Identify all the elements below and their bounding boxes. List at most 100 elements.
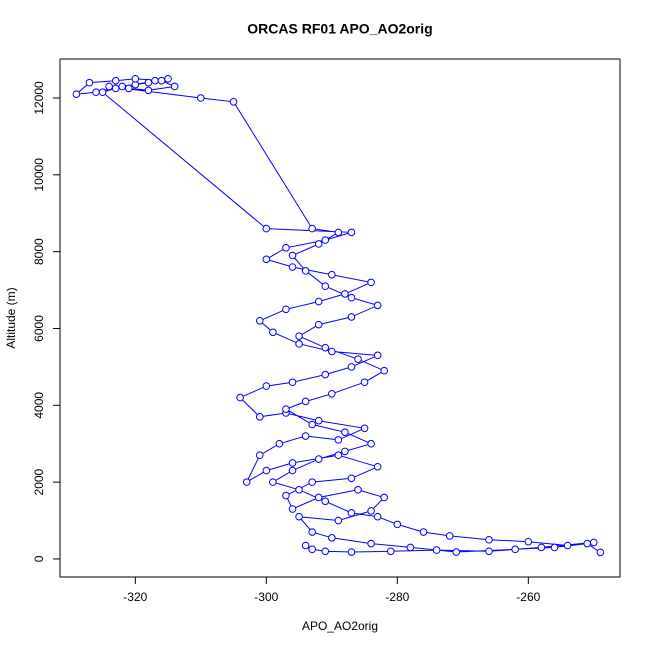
data-point (334, 516, 343, 525)
data-point (360, 378, 369, 387)
data-point (98, 88, 107, 97)
data-point (314, 493, 323, 502)
data-point (288, 505, 297, 513)
chart-title: ORCAS RF01 APO_AO2orig (247, 21, 432, 37)
data-point (282, 244, 290, 252)
data-point (262, 224, 271, 233)
data-point (314, 297, 323, 306)
data-point (334, 228, 343, 237)
data-point (308, 478, 316, 486)
data-point (118, 82, 127, 91)
data-point (288, 466, 297, 475)
data-point (295, 486, 303, 494)
data-point (301, 397, 310, 406)
data-point (373, 301, 382, 310)
data-point (308, 528, 316, 536)
data-point (550, 543, 559, 552)
data-point (269, 478, 277, 486)
data-point (282, 405, 290, 413)
data-point (301, 267, 310, 275)
data-point (157, 76, 166, 85)
data-point (367, 278, 375, 287)
data-point (295, 512, 303, 521)
data-point (341, 428, 349, 436)
data-point (328, 270, 336, 279)
data-point (229, 98, 238, 106)
data-point (373, 351, 382, 360)
data-point (583, 539, 592, 548)
y-tick-label: 10000 (32, 158, 46, 192)
data-point (334, 436, 343, 444)
data-point (288, 378, 297, 387)
data-point (432, 546, 441, 554)
data-point (92, 88, 100, 97)
data-point (347, 474, 356, 483)
data-point (314, 455, 323, 463)
y-tick-label: 2000 (32, 468, 46, 495)
data-point (524, 537, 533, 546)
data-point (288, 459, 297, 467)
data-line (74, 78, 601, 553)
data-point (347, 228, 356, 237)
data-point (255, 316, 264, 325)
data-point (347, 363, 356, 371)
data-point (321, 282, 330, 291)
data-point (341, 447, 349, 456)
data-point (347, 509, 356, 517)
x-tick-label: -260 (516, 590, 540, 604)
data-point (511, 545, 520, 554)
data-point (563, 541, 572, 550)
plot-box (59, 58, 621, 578)
data-point (131, 74, 140, 83)
data-point (347, 548, 356, 556)
data-point (367, 539, 375, 548)
x-axis-label: APO_AO2orig (302, 619, 378, 633)
data-point (255, 413, 264, 421)
data-point (321, 236, 330, 244)
data-point (144, 86, 153, 95)
data-point (262, 382, 271, 390)
data-point (328, 347, 336, 356)
data-point (537, 543, 546, 552)
data-point (406, 543, 415, 552)
x-tick-label: -280 (385, 590, 409, 604)
data-point (197, 94, 205, 102)
y-tick-label: 6000 (32, 315, 46, 342)
data-point (308, 224, 316, 233)
data-point (393, 520, 402, 529)
data-point (367, 507, 375, 515)
data-point (373, 462, 382, 471)
data-point (419, 528, 428, 536)
data-point (111, 84, 120, 93)
data-point (445, 532, 454, 540)
data-point (314, 416, 323, 425)
data-point (275, 439, 284, 448)
y-tick-label: 8000 (32, 238, 46, 265)
data-point (170, 82, 179, 91)
data-point (164, 74, 172, 83)
data-point (72, 90, 81, 98)
data-point (386, 547, 395, 556)
data-point (288, 251, 297, 260)
data-point (262, 255, 271, 264)
data-point (321, 547, 330, 556)
data-point (360, 424, 369, 433)
data-point (314, 320, 323, 329)
data-point (301, 541, 310, 550)
data-point (124, 84, 133, 93)
data-point (328, 534, 336, 542)
data-point (105, 82, 113, 91)
data-point (85, 78, 94, 87)
data-point (301, 432, 310, 440)
data-point (341, 290, 349, 298)
data-point (308, 420, 316, 429)
data-point (485, 547, 493, 556)
data-point (354, 355, 362, 363)
data-point (288, 263, 297, 271)
data-point (295, 332, 303, 340)
data-point (308, 545, 316, 554)
data-point (111, 76, 120, 85)
data-point (452, 548, 461, 556)
